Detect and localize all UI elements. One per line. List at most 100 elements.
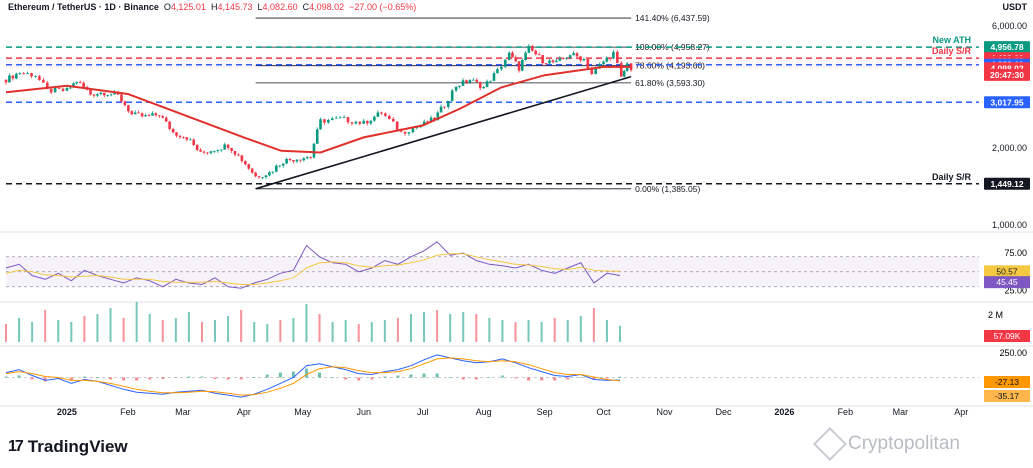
close-label: C: [302, 2, 310, 12]
candle-body: [433, 117, 436, 121]
volume-bar: [409, 314, 412, 342]
candle-body: [175, 132, 178, 136]
macd-tag-bg: [984, 376, 1030, 388]
candle-body: [302, 158, 306, 161]
change-value: −27.00 (−0.65%): [349, 2, 417, 12]
candle-body: [619, 62, 623, 77]
macd-histogram-bar: [109, 377, 113, 380]
candle-body: [524, 52, 527, 60]
candle-body: [517, 61, 521, 71]
candle-body: [295, 159, 299, 162]
candle-body: [468, 79, 472, 83]
volume-bar: [579, 316, 582, 342]
candle-body: [380, 112, 383, 114]
candle-body: [278, 165, 282, 167]
candle-body: [492, 73, 496, 81]
currency-label: USDT: [1002, 2, 1028, 12]
candle-body: [264, 175, 268, 178]
macd-histogram-bar: [527, 377, 531, 381]
volume-bar: [553, 318, 556, 342]
macd-histogram-bar: [291, 371, 295, 378]
macd-histogram-bar: [513, 377, 517, 379]
candle-body: [362, 120, 366, 124]
candle-body: [514, 57, 518, 62]
rsi-ma-tag-bg: [984, 265, 1030, 278]
candle-body: [478, 81, 482, 89]
candle-body: [161, 116, 165, 118]
volume-bar: [383, 320, 386, 342]
macd-histogram-bar: [226, 377, 230, 380]
candle-body: [342, 117, 346, 118]
candle-body: [274, 165, 278, 172]
volume-bar: [357, 324, 360, 342]
fib-level-label: 100.00% (4,958.27): [635, 42, 710, 52]
candle-body: [213, 150, 216, 152]
symbol-title[interactable]: Ethereum / TetherUS · 1D · Binance: [8, 2, 159, 12]
time-axis-label: Jun: [356, 407, 371, 417]
volume-bar: [31, 322, 34, 342]
candle-body: [188, 139, 192, 141]
macd-histogram-bar: [148, 377, 152, 380]
candle-body: [327, 119, 330, 123]
price-tag: 20:47:30: [990, 70, 1024, 80]
volume-bar: [370, 322, 373, 342]
macd-histogram-bar: [618, 376, 622, 378]
candle-body: [443, 106, 446, 108]
candle-body: [305, 157, 309, 159]
volume-bar: [18, 318, 21, 342]
candle-body: [75, 82, 79, 84]
candle-body: [450, 90, 454, 101]
candle-body: [590, 68, 594, 75]
candle-body: [388, 115, 391, 119]
candle-body: [622, 70, 626, 77]
volume-bar: [619, 326, 621, 342]
volume-bar: [200, 322, 203, 342]
fib-level-label: 78.60% (4,193.60): [635, 61, 705, 71]
candle-body: [537, 54, 541, 56]
candle-body: [137, 112, 140, 114]
macd-histogram-bar: [122, 377, 126, 381]
candle-body: [551, 60, 555, 63]
candle-body: [247, 164, 251, 169]
candle-body: [511, 52, 514, 58]
volume-bar: [148, 314, 151, 342]
cryptopolitan-icon: [813, 427, 847, 461]
macd-histogram-bar: [383, 376, 387, 378]
tradingview-logo[interactable]: 17 TradingView: [8, 437, 128, 457]
candle-body: [257, 176, 261, 178]
candle-body: [527, 46, 531, 53]
macd-histogram-bar: [265, 374, 269, 378]
macd-histogram-bar: [461, 377, 465, 380]
time-axis-label: Oct: [597, 407, 612, 417]
macd-histogram-bar: [135, 377, 139, 381]
volume-bar: [475, 314, 478, 342]
price-tag-bg: [984, 177, 1030, 190]
candle-body: [594, 68, 597, 75]
time-axis-label: Aug: [476, 407, 492, 417]
candle-body: [489, 80, 492, 82]
macd-histogram-bar: [605, 377, 609, 379]
candle-body: [123, 101, 127, 106]
price-tag: 3,017.95: [990, 97, 1023, 107]
candle-body: [500, 66, 503, 70]
volume-bar: [161, 320, 164, 342]
signal-tag-bg: [984, 390, 1030, 402]
ema-line: [5, 65, 632, 154]
volume-bar: [44, 310, 47, 342]
macd-histogram-bar: [592, 377, 596, 380]
macd-histogram-bar: [4, 376, 8, 378]
candle-body: [92, 94, 96, 96]
volume-bar: [423, 312, 426, 342]
candle-body: [192, 139, 196, 145]
low-label: L: [257, 2, 263, 12]
candle-body: [369, 120, 373, 124]
macd-histogram-bar: [474, 377, 478, 380]
macd-histogram-bar: [82, 376, 86, 378]
candle-body: [268, 172, 271, 176]
candle-body: [568, 55, 572, 58]
volume-bar: [70, 322, 73, 342]
candle-body: [206, 152, 209, 154]
candle-body: [113, 92, 116, 95]
